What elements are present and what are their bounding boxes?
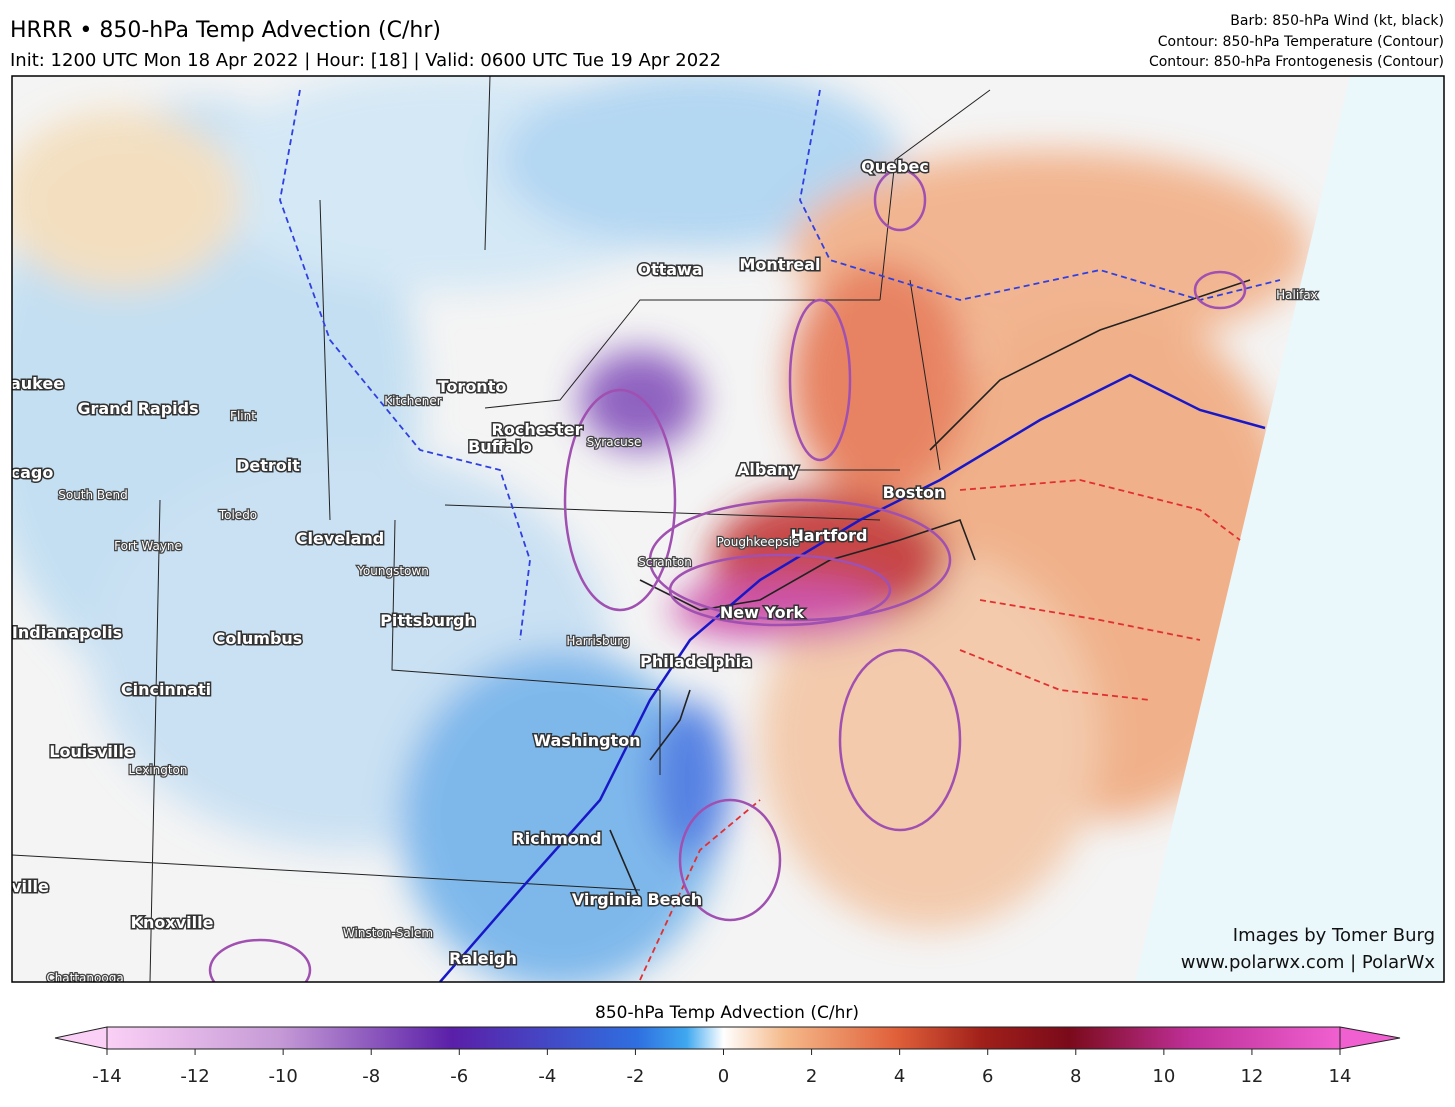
city: Boston xyxy=(883,483,946,502)
colorbar: 850-hPa Temp Advection (C/hr) -14 -12 -10 -… xyxy=(54,1003,1401,1087)
colorbar-tick-label: -12 xyxy=(180,1066,209,1087)
city: Toledo xyxy=(218,508,257,522)
city: Lexington xyxy=(129,763,188,777)
map-frame xyxy=(11,75,1445,983)
city: Rochester xyxy=(492,420,583,439)
city: Raleigh xyxy=(449,949,517,968)
legend-line: Barb: 850-hPa Wind (kt, black) xyxy=(1230,13,1444,29)
city-labels: Quebec Ottawa Montreal Toronto Kitchener… xyxy=(10,156,1319,985)
city: Buffalo xyxy=(468,437,532,456)
city: Hartford xyxy=(790,526,867,545)
city: Harrisburg xyxy=(566,634,629,648)
city: Kitchener xyxy=(384,394,441,408)
colorbar-tick-label: -4 xyxy=(538,1066,556,1087)
colorbar-label: 850-hPa Temp Advection (C/hr) xyxy=(595,1003,859,1023)
city: Detroit xyxy=(236,456,300,475)
subtitle: Init: 1200 UTC Mon 18 Apr 2022 | Hour: [… xyxy=(10,50,721,71)
colorbar-extend-high xyxy=(1339,1026,1401,1050)
city: Louisville xyxy=(49,742,134,761)
legend-line: Contour: 850-hPa Temperature (Contour) xyxy=(1158,34,1444,50)
city: Grand Rapids xyxy=(77,399,198,418)
city: Toronto xyxy=(438,377,507,396)
city: Albany xyxy=(737,460,800,479)
colorbar-tick-label: -8 xyxy=(362,1066,380,1087)
colorbar-tick-label: -14 xyxy=(92,1066,121,1087)
colorbar-tick-label: 2 xyxy=(806,1066,817,1087)
city: Syracuse xyxy=(587,435,642,449)
city: Knoxville xyxy=(131,913,214,932)
city: Halifax xyxy=(1276,288,1318,302)
map: Quebec Ottawa Montreal Toronto Kitchener… xyxy=(10,76,1444,985)
credit: Images by Tomer Burg xyxy=(1233,925,1435,946)
city: Columbus xyxy=(214,629,303,648)
city: Chattanooga xyxy=(46,971,123,985)
city: Virginia Beach xyxy=(572,890,702,909)
colorbar-extend-low xyxy=(54,1026,108,1050)
city: New York xyxy=(720,603,805,622)
colorbar-tick-label: -6 xyxy=(450,1066,468,1087)
city: Fort Wayne xyxy=(114,539,182,553)
city: Poughkeepsie xyxy=(717,535,800,549)
city: cago xyxy=(11,463,54,482)
title: HRRR • 850-hPa Temp Advection (C/hr) xyxy=(10,18,441,43)
colorbar-tick-label: 14 xyxy=(1329,1066,1352,1087)
city: Winston-Salem xyxy=(343,926,433,940)
city: aukee xyxy=(10,374,64,393)
credit: www.polarwx.com | PolarWx xyxy=(1181,952,1436,973)
city: Ottawa xyxy=(637,260,702,279)
city: Richmond xyxy=(512,829,601,848)
colorbar-tick-label: -2 xyxy=(626,1066,644,1087)
legend-line: Contour: 850-hPa Frontogenesis (Contour) xyxy=(1149,54,1444,70)
colorbar-tick-label: 8 xyxy=(1070,1066,1081,1087)
colorbar-tick-label: 0 xyxy=(718,1066,729,1087)
city: ville xyxy=(11,877,49,896)
colorbar-tick-label: 10 xyxy=(1152,1066,1175,1087)
colorbar-tick-label: 6 xyxy=(982,1066,993,1087)
colorbar-tick-label: -10 xyxy=(268,1066,297,1087)
city: Youngstown xyxy=(356,564,429,578)
city: Cincinnati xyxy=(121,680,211,699)
colorbar-bar xyxy=(106,1026,1341,1050)
city: South Bend xyxy=(58,488,128,502)
city: Scranton xyxy=(638,555,692,569)
city: Cleveland xyxy=(296,529,384,548)
city: Indianapolis xyxy=(12,623,122,642)
city: Washington xyxy=(533,731,640,750)
city: Flint xyxy=(230,409,256,423)
city: Quebec xyxy=(861,157,929,176)
city: Pittsburgh xyxy=(380,611,476,630)
city: Montreal xyxy=(740,255,821,274)
colorbar-tick-label: 4 xyxy=(894,1066,905,1087)
colorbar-tick-label: 12 xyxy=(1240,1066,1263,1087)
city: Philadelphia xyxy=(640,652,752,671)
